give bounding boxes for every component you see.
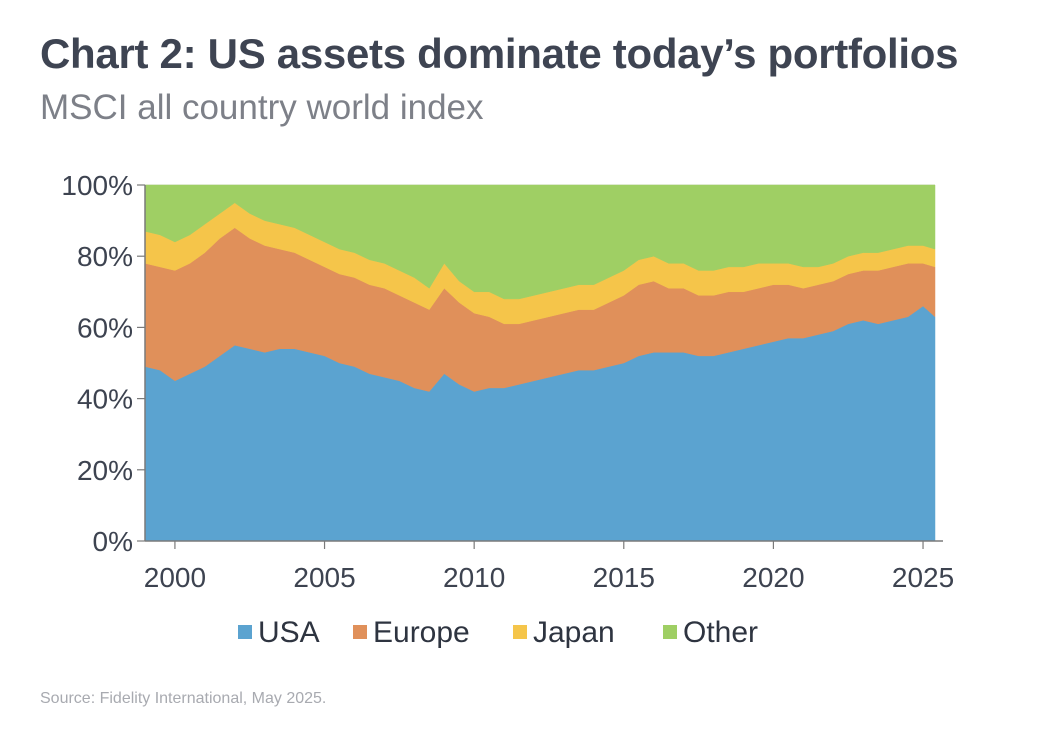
page-title: Chart 2: US assets dominate today’s port… [40, 30, 959, 77]
x-tick-label: 2025 [892, 562, 954, 593]
legend: USA Europe Japan Other [238, 616, 758, 649]
x-tick-label: 2010 [443, 562, 505, 593]
legend-label-other: Other [683, 616, 758, 649]
x-axis-tick-labels: 2000 2005 2010 2015 2020 2025 [144, 541, 954, 593]
legend-swatch-europe [353, 625, 367, 639]
stacked-area-chart: 0%20%40%60%80%100% 2000 2005 2010 2015 2020 2… [61, 170, 954, 649]
legend-swatch-usa [238, 625, 252, 639]
x-tick-label: 2005 [293, 562, 355, 593]
legend-swatch-japan [513, 625, 527, 639]
y-tick-label: 20% [77, 455, 133, 486]
x-tick-label: 2015 [593, 562, 655, 593]
legend-swatch-other [663, 625, 677, 639]
legend-label-japan: Japan [533, 616, 615, 649]
legend-label-usa: USA [258, 616, 320, 649]
y-tick-label: 0% [93, 526, 133, 557]
legend-label-europe: Europe [373, 616, 470, 649]
page-subtitle: MSCI all country world index [40, 88, 484, 127]
axes [144, 185, 943, 542]
y-axis-tick-labels: 0% 20% 40% 60% 80% 100% [61, 170, 145, 557]
source-note: Source: Fidelity International, May 2025… [40, 690, 327, 707]
y-tick-label: 80% [77, 241, 133, 272]
y-tick-label: 40% [77, 384, 133, 415]
y-tick-label: 60% [77, 312, 133, 343]
y-tick-label: 100% [61, 170, 133, 201]
x-tick-label: 2020 [742, 562, 804, 593]
x-tick-label: 2000 [144, 562, 206, 593]
area-series-group [144, 184, 936, 542]
area-other [144, 184, 936, 300]
